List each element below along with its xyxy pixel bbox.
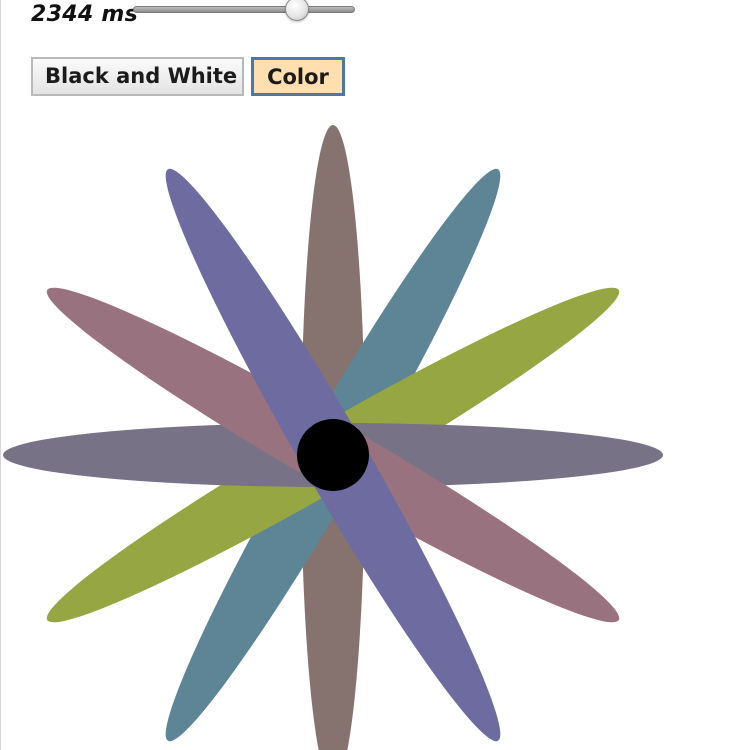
slider-track[interactable] [133, 6, 355, 13]
color-button[interactable]: Color [251, 57, 345, 96]
duration-slider[interactable] [133, 0, 357, 24]
slider-thumb[interactable] [285, 0, 310, 21]
toolbar: 2344 ms Black and White Color [1, 0, 750, 110]
flower-center [297, 419, 369, 491]
black-and-white-button[interactable]: Black and White [31, 57, 244, 96]
duration-label: 2344 ms [31, 2, 139, 27]
